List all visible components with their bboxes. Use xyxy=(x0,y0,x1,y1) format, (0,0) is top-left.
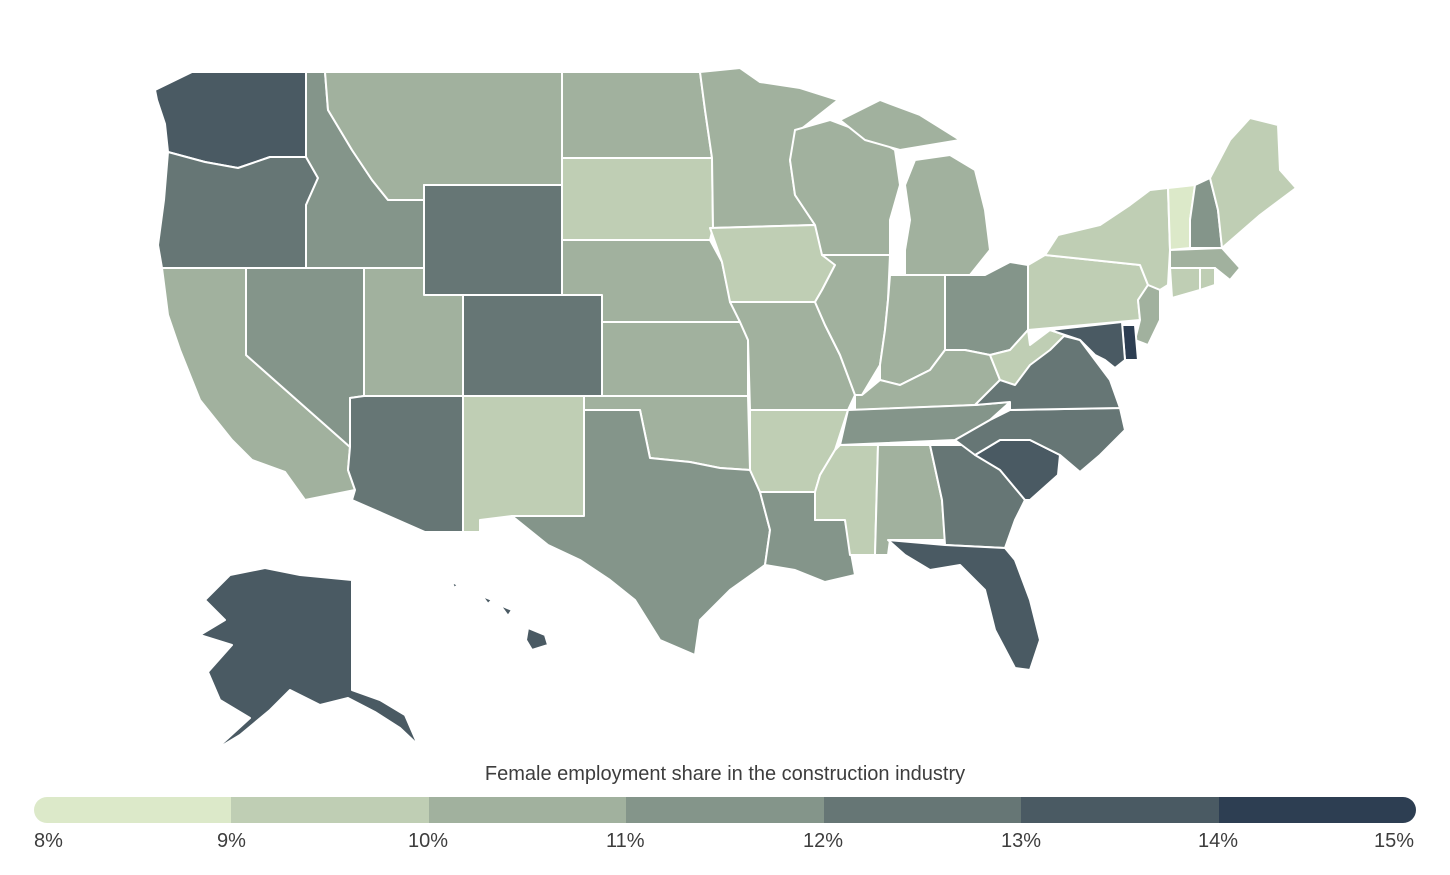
state-rhode-island[interactable] xyxy=(1199,267,1216,291)
legend-tick-label: 8% xyxy=(34,830,63,852)
legend-tick-label: 9% xyxy=(217,830,246,852)
state-texas[interactable] xyxy=(511,409,771,656)
state-alaska[interactable] xyxy=(199,567,419,751)
state-kansas[interactable] xyxy=(601,321,749,397)
legend-color-scale xyxy=(34,797,1416,823)
state-oregon[interactable] xyxy=(157,151,319,269)
legend-tick-label: 13% xyxy=(1001,830,1042,852)
legend-swatch xyxy=(626,797,824,823)
legend-tick-label: 12% xyxy=(803,830,844,852)
state-florida[interactable] xyxy=(887,539,1041,671)
state-new-jersey[interactable] xyxy=(1134,284,1161,346)
legend-swatch xyxy=(231,797,429,823)
state-south-dakota[interactable] xyxy=(561,157,714,241)
legend-title: Female employment share in the construct… xyxy=(484,763,966,785)
state-maine[interactable] xyxy=(1209,117,1297,249)
legend-tick-label: 14% xyxy=(1198,830,1239,852)
legend-tick-label: 15% xyxy=(1374,830,1415,852)
state-hawaii[interactable] xyxy=(451,581,549,651)
state-pennsylvania[interactable] xyxy=(1027,254,1149,331)
us-choropleth-map xyxy=(154,67,1297,751)
state-new-mexico[interactable] xyxy=(462,395,585,533)
legend-tick-label: 10% xyxy=(408,830,449,852)
legend-tick-label: 11% xyxy=(606,830,645,852)
legend-swatch xyxy=(34,797,232,823)
state-arizona[interactable] xyxy=(347,395,464,533)
state-ohio[interactable] xyxy=(944,261,1029,356)
legend-swatch xyxy=(428,797,627,823)
legend-swatch xyxy=(1021,797,1219,823)
state-michigan[interactable] xyxy=(839,99,991,276)
state-maryland[interactable] xyxy=(1049,321,1126,369)
legend-swatch xyxy=(1218,797,1416,823)
state-kentucky[interactable] xyxy=(854,349,1001,411)
state-connecticut[interactable] xyxy=(1169,267,1201,299)
state-colorado[interactable] xyxy=(462,294,603,397)
legend-swatch xyxy=(823,797,1022,823)
state-iowa[interactable] xyxy=(709,224,836,303)
state-north-dakota[interactable] xyxy=(561,71,713,159)
state-north-carolina[interactable] xyxy=(954,407,1126,473)
state-wyoming[interactable] xyxy=(423,184,563,296)
